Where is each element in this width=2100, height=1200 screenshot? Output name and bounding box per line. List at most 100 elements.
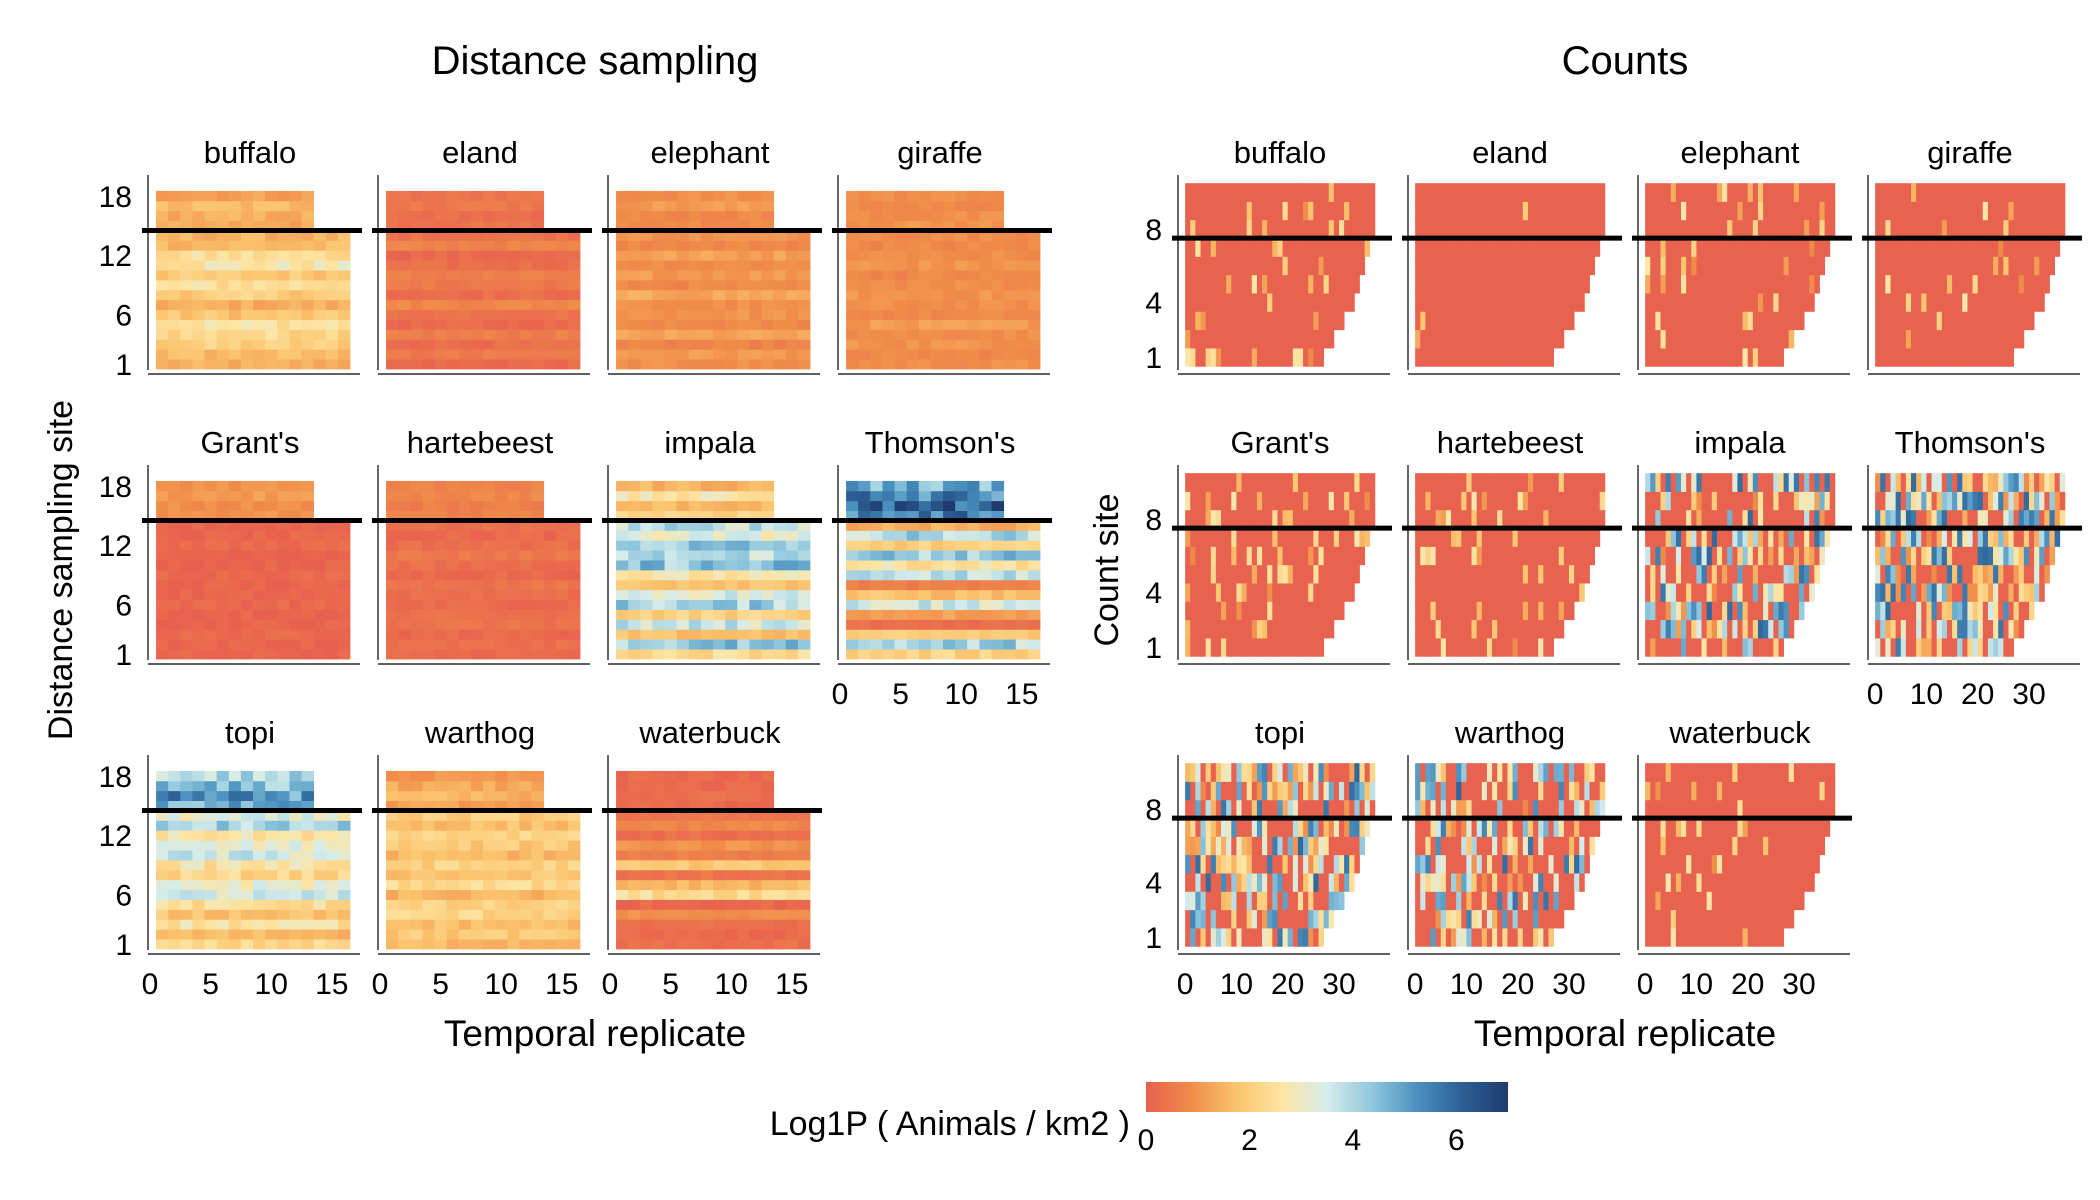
heatmap-cell xyxy=(858,540,871,551)
heatmap-cell xyxy=(943,599,956,610)
heatmap-cell xyxy=(1486,238,1493,257)
heatmap-cell xyxy=(507,919,520,930)
heatmap-cell xyxy=(894,639,908,650)
heatmap-cell xyxy=(543,899,557,910)
heatmap-cell xyxy=(1645,329,1651,349)
heatmap-cell xyxy=(180,929,193,940)
heatmap-cell xyxy=(1548,293,1554,312)
heatmap-cell xyxy=(676,609,690,620)
heatmap-cell xyxy=(1282,256,1289,276)
heatmap-cell xyxy=(483,210,496,222)
heatmap-cell xyxy=(1931,348,1938,367)
heatmap-cell xyxy=(1210,274,1217,294)
heatmap-cell xyxy=(180,609,193,620)
heatmap-cell xyxy=(870,569,883,581)
heatmap-cell xyxy=(882,339,895,350)
heatmap-cell xyxy=(168,889,181,900)
heatmap-cell xyxy=(1998,293,2004,312)
heatmap-cell xyxy=(507,510,520,521)
heatmap-cell xyxy=(1226,583,1232,602)
heatmap-cell xyxy=(1461,583,1467,602)
heatmap-cell xyxy=(1757,238,1764,257)
heatmap-cell xyxy=(228,220,242,231)
heatmap-cell xyxy=(1323,183,1330,202)
heatmap-cell xyxy=(204,879,218,891)
heatmap-cell xyxy=(1354,256,1360,276)
facet-title: hartebeest xyxy=(407,425,554,460)
heatmap-cell xyxy=(1809,274,1815,294)
heatmap-cell xyxy=(216,820,230,831)
heatmap-cell xyxy=(1716,201,1723,221)
heatmap-cell xyxy=(991,240,1005,251)
heatmap-cell xyxy=(797,929,811,940)
heatmap-cell xyxy=(676,889,690,900)
heatmap-cell xyxy=(422,339,435,350)
heatmap-cell xyxy=(688,589,702,601)
heatmap-cell xyxy=(567,339,581,350)
heatmap-cell xyxy=(628,200,641,212)
heatmap-cell xyxy=(265,510,278,521)
heatmap-cell xyxy=(301,589,315,601)
heatmap-cell xyxy=(1993,238,1999,257)
heatmap-cell xyxy=(483,260,496,271)
heatmap-cell xyxy=(918,250,932,261)
heatmap-cell xyxy=(1696,238,1702,257)
heatmap-cell xyxy=(446,629,460,640)
heatmap-cell xyxy=(1471,183,1478,202)
heatmap-cell xyxy=(337,550,351,561)
heatmap-cell xyxy=(930,520,944,531)
heatmap-cell xyxy=(531,889,545,900)
heatmap-cell xyxy=(870,309,883,320)
heatmap-cell xyxy=(410,840,423,851)
counts-y-label: Count site xyxy=(1088,493,1126,646)
heatmap-cell xyxy=(1502,183,1508,202)
heatmap-cell xyxy=(434,500,448,512)
heatmap-cell xyxy=(277,919,290,930)
heatmap-cell xyxy=(1890,219,1897,239)
heatmap-cell xyxy=(955,230,968,241)
heatmap-cell xyxy=(1215,201,1222,221)
heatmap-cell xyxy=(1344,183,1350,202)
heatmap-cell xyxy=(1338,219,1345,239)
heatmap-cell xyxy=(725,929,738,940)
heatmap-cell xyxy=(1277,528,1283,547)
heatmap-cell xyxy=(1205,256,1212,276)
heatmap-cell xyxy=(713,599,726,610)
heatmap-cell xyxy=(906,609,920,620)
heatmap-cell xyxy=(1747,219,1754,239)
heatmap-cell xyxy=(531,240,545,251)
heatmap-cell xyxy=(979,579,992,591)
heatmap-cell xyxy=(1660,219,1667,239)
heatmap-cell xyxy=(543,840,557,851)
heatmap-cell xyxy=(446,329,460,340)
heatmap-cell xyxy=(1533,329,1539,349)
heatmap-cell xyxy=(797,339,811,350)
heatmap-cell xyxy=(1425,601,1431,621)
heatmap-cell xyxy=(1962,256,1968,276)
heatmap-cell xyxy=(216,319,230,330)
heatmap-cell xyxy=(640,800,653,811)
heatmap-cell xyxy=(204,260,218,271)
heatmap-cell xyxy=(967,289,980,301)
heatmap-cell xyxy=(1517,583,1524,602)
heatmap-cell xyxy=(1328,329,1335,349)
heatmap-cell xyxy=(640,299,653,311)
heatmap-cell xyxy=(858,349,871,360)
heatmap-cell xyxy=(204,270,218,281)
heatmap-cell xyxy=(1936,256,1943,276)
heatmap-cell xyxy=(930,649,944,660)
heatmap-cell xyxy=(1430,293,1437,312)
heatmap-cell xyxy=(1946,219,1953,239)
heatmap-cell xyxy=(1195,183,1201,202)
heatmap-cell xyxy=(386,359,399,370)
heatmap-cell xyxy=(1665,201,1672,221)
heatmap-cell xyxy=(894,609,908,620)
heatmap-cell xyxy=(434,329,448,340)
heatmap-cell xyxy=(858,619,871,630)
heatmap-cell xyxy=(1425,329,1431,349)
heatmap-cell xyxy=(1711,293,1718,312)
heatmap-cell xyxy=(761,589,775,601)
heatmap-cell xyxy=(979,220,992,231)
heatmap-cell xyxy=(483,510,496,521)
heatmap-cell xyxy=(640,319,653,330)
